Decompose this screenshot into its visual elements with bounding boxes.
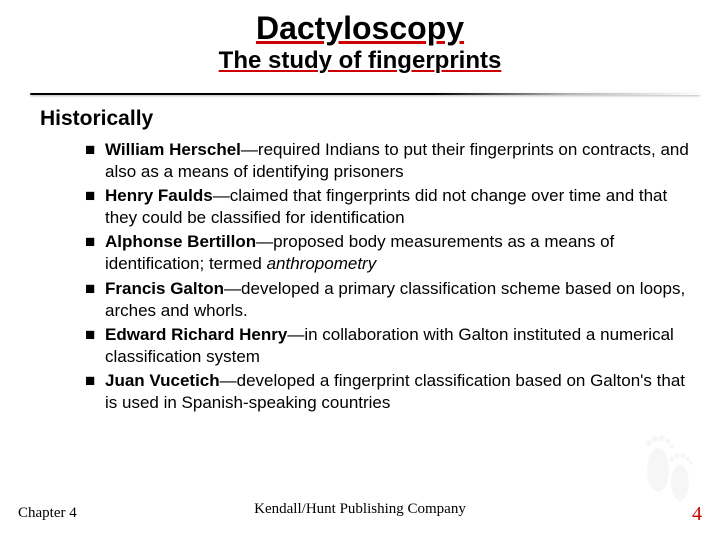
footprint-watermark-icon (640, 415, 695, 510)
person-name: Edward Richard Henry (105, 325, 287, 344)
person-name: Francis Galton (105, 279, 224, 298)
list-item: Edward Richard Henry—in collaboration wi… (85, 324, 690, 368)
page-number: 4 (692, 503, 702, 526)
person-name: Juan Vucetich (105, 371, 220, 390)
bullet-list: William Herschel—required Indians to put… (85, 139, 690, 414)
horizontal-divider (30, 93, 700, 95)
list-item: William Herschel—required Indians to put… (85, 139, 690, 183)
section-heading: Historically (40, 107, 720, 131)
list-item: Henry Faulds—claimed that fingerprints d… (85, 185, 690, 229)
person-name: Henry Faulds (105, 186, 213, 205)
slide-subtitle: The study of fingerprints (0, 47, 720, 75)
footer-publisher: Kendall/Hunt Publishing Company (254, 501, 466, 518)
person-name: William Herschel (105, 140, 241, 159)
footer-chapter: Chapter 4 (18, 505, 77, 522)
list-item: Juan Vucetich—developed a fingerprint cl… (85, 370, 690, 414)
list-item: Alphonse Bertillon—proposed body measure… (85, 231, 690, 275)
list-item: Francis Galton—developed a primary class… (85, 278, 690, 322)
slide-title: Dactyloscopy (0, 0, 720, 47)
italic-term: anthropometry (267, 254, 377, 273)
person-name: Alphonse Bertillon (105, 232, 256, 251)
